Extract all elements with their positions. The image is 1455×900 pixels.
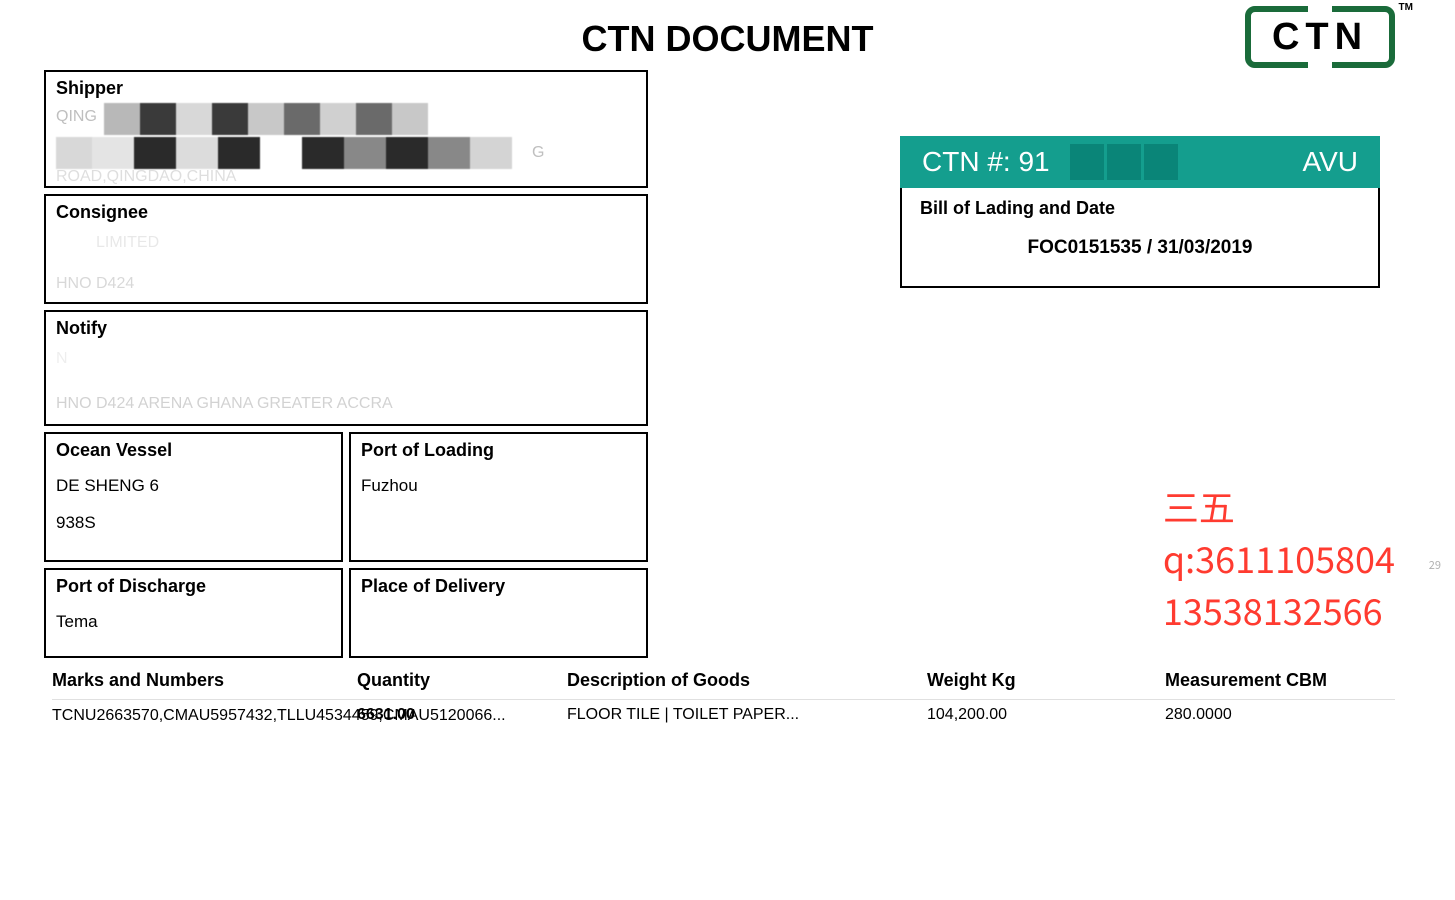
- port-discharge-label: Port of Discharge: [56, 576, 331, 597]
- th-measurement: Measurement CBM: [1165, 670, 1395, 699]
- ocean-vessel-label: Ocean Vessel: [56, 440, 331, 461]
- port-discharge-value: Tema: [56, 607, 331, 638]
- watermark-line3: 13538132566: [1163, 584, 1395, 636]
- th-weight: Weight Kg: [927, 670, 1165, 699]
- th-marks: Marks and Numbers: [52, 670, 357, 699]
- notify-label: Notify: [56, 318, 636, 339]
- bill-of-lading-value: FOC0151535 / 31/03/2019: [920, 237, 1360, 259]
- td-measurement: 280.0000: [1165, 706, 1395, 727]
- ctn-number-suffix: AVU: [1303, 146, 1359, 178]
- bill-of-lading-box: Bill of Lading and Date FOC0151535 / 31/…: [900, 188, 1380, 288]
- port-loading-box: Port of Loading Fuzhou: [349, 432, 648, 562]
- watermark-contact: 三五 q:3611105804 13538132566 29: [1163, 480, 1395, 637]
- th-quantity: Quantity: [357, 670, 567, 699]
- ctn-number-redacted: [1070, 144, 1178, 180]
- ctn-logo: TM CTN: [1245, 6, 1395, 68]
- logo-frame: CTN: [1245, 6, 1395, 68]
- port-loading-label: Port of Loading: [361, 440, 636, 461]
- watermark-line2: q:3611105804: [1163, 532, 1395, 584]
- ctn-number-banner: CTN #: 91 AVU: [900, 136, 1380, 188]
- page-title: CTN DOCUMENT: [0, 0, 1455, 60]
- place-delivery-box: Place of Delivery: [349, 568, 648, 658]
- shipper-box: Shipper QING: [44, 70, 648, 188]
- ocean-vessel-value1: DE SHENG 6: [56, 471, 331, 502]
- ocean-vessel-box: Ocean Vessel DE SHENG 6 938S: [44, 432, 343, 562]
- table-header-row: Marks and Numbers Quantity Description o…: [52, 670, 1395, 699]
- th-description: Description of Goods: [567, 670, 927, 699]
- consignee-line1: LIMITED: [56, 229, 636, 256]
- consignee-line2: HNO D424: [56, 270, 636, 297]
- shipper-line1-prefix: QING: [56, 103, 97, 130]
- ctn-number-prefix: CTN #: 91: [922, 146, 1050, 178]
- consignee-box: Consignee LIMITED HNO D424: [44, 194, 648, 304]
- ocean-vessel-value2: 938S: [56, 508, 331, 539]
- td-quantity: 6631.00: [357, 706, 567, 727]
- watermark-small: 29: [1429, 558, 1441, 574]
- td-description: FLOOR TILE | TOILET PAPER...: [567, 706, 927, 727]
- shipper-label: Shipper: [56, 78, 636, 99]
- notify-box: Notify N HNO D424 ARENA GHANA GREATER AC…: [44, 310, 648, 426]
- place-delivery-label: Place of Delivery: [361, 576, 636, 597]
- shipper-line3: ROAD,QINGDAO,CHINA: [56, 163, 236, 188]
- td-marks: TCNU2663570,CMAU5957432,TLLU4534459,CMAU…: [52, 706, 357, 727]
- notify-line2: HNO D424 ARENA GHANA GREATER ACCRA: [56, 390, 636, 417]
- port-loading-value: Fuzhou: [361, 471, 636, 502]
- watermark-line1: 三五: [1163, 480, 1395, 532]
- table-divider: [52, 699, 1395, 700]
- notify-line1: N: [56, 345, 636, 372]
- trademark-symbol: TM: [1399, 2, 1413, 13]
- shipper-line2-suffix: G: [532, 139, 544, 166]
- port-discharge-box: Port of Discharge Tema: [44, 568, 343, 658]
- goods-table: Marks and Numbers Quantity Description o…: [52, 670, 1395, 727]
- logo-text: CTN: [1272, 16, 1368, 59]
- redacted-pixelation: [104, 103, 428, 135]
- bill-of-lading-label: Bill of Lading and Date: [920, 198, 1360, 219]
- td-weight: 104,200.00: [927, 706, 1165, 727]
- consignee-label: Consignee: [56, 202, 636, 223]
- table-row: TCNU2663570,CMAU5957432,TLLU4534459,CMAU…: [52, 706, 1395, 727]
